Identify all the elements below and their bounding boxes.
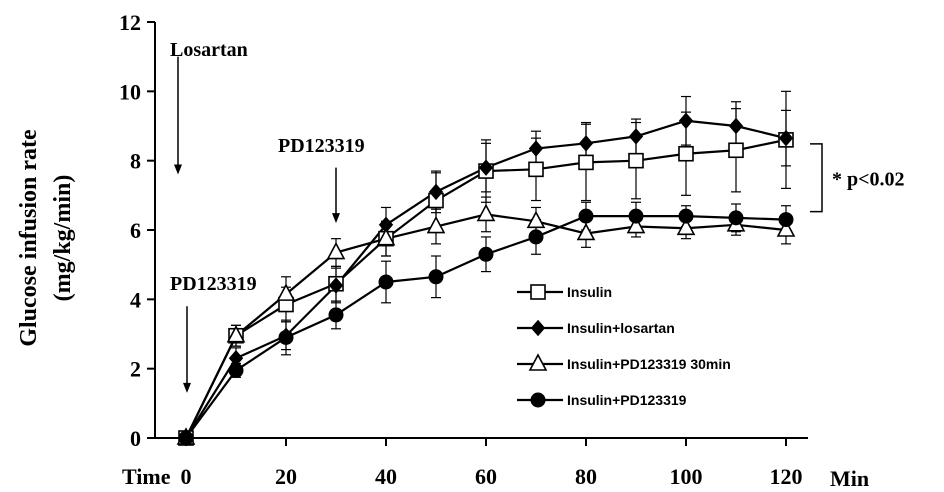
x-tick-label: 60 <box>475 464 497 489</box>
annotations: Losartan PD123319 PD123319 * p<0.02 <box>170 39 905 393</box>
data-point-2 <box>776 219 796 237</box>
x-tick-label: 100 <box>670 464 703 489</box>
y-axis-label-line2: (mg/kg/min) <box>50 175 76 302</box>
series-markers <box>176 112 796 447</box>
y-tick-label: 8 <box>130 149 141 174</box>
data-point-1 <box>628 128 644 145</box>
data-point-3 <box>378 274 394 290</box>
data-point-2 <box>576 222 596 241</box>
legend-label: Insulin+PD123319 <box>567 392 687 408</box>
x-tick-label: 20 <box>275 464 297 489</box>
annotation-label: Losartan <box>170 39 248 61</box>
data-point-3 <box>578 208 594 224</box>
data-point-2 <box>376 227 396 246</box>
data-point-1 <box>678 112 694 130</box>
data-point-2 <box>676 217 696 236</box>
x-tick-label: 80 <box>575 464 597 489</box>
x-axis-label-right: Min <box>830 466 869 491</box>
y-axis-label-line1: Glucose infusion rate <box>16 129 42 347</box>
x-tick-label: 120 <box>770 464 803 489</box>
x-axis-label-left: Time <box>122 464 171 489</box>
data-point-2 <box>276 283 296 301</box>
y-tick-label: 2 <box>130 357 141 382</box>
x-tick-label: 0 <box>181 464 192 489</box>
annotation-label: PD123319 <box>278 135 365 157</box>
legend-label: Insulin+PD123319 30min <box>567 356 731 372</box>
data-point-3 <box>428 269 444 285</box>
data-point-0 <box>528 161 544 178</box>
data-point-0 <box>678 145 694 162</box>
data-point-3 <box>278 329 294 345</box>
annotation-label: PD123319 <box>170 273 257 295</box>
legend-label: Insulin <box>567 284 612 300</box>
data-point-1 <box>778 129 794 147</box>
legend-marker <box>530 284 546 300</box>
data-point-2 <box>476 203 496 222</box>
y-tick-label: 6 <box>130 218 141 243</box>
data-point-0 <box>728 142 744 159</box>
data-point-1 <box>428 183 444 201</box>
data-point-3 <box>678 208 694 224</box>
significance-label: * p<0.02 <box>832 169 905 191</box>
legend: Insulin Insulin+losartan Insulin+PD123319 … <box>517 284 731 408</box>
data-point-3 <box>728 210 744 226</box>
data-point-2 <box>326 241 346 260</box>
data-point-3 <box>478 246 494 262</box>
legend-label: Insulin+losartan <box>567 320 675 336</box>
data-point-2 <box>526 210 546 229</box>
legend-marker <box>528 353 548 371</box>
annotation-arrow-head <box>183 382 191 393</box>
annotation-arrow-head <box>332 213 340 224</box>
y-tick-label: 0 <box>130 426 141 451</box>
y-tick-label: 10 <box>119 79 141 104</box>
legend-marker <box>530 392 546 408</box>
x-tick-label: 40 <box>375 464 397 489</box>
data-point-3 <box>528 229 544 245</box>
data-point-3 <box>328 307 344 323</box>
data-point-1 <box>528 140 544 157</box>
legend-marker <box>530 319 546 337</box>
data-point-2 <box>426 215 446 234</box>
data-point-1 <box>728 117 744 135</box>
data-point-1 <box>578 135 594 152</box>
data-point-3 <box>228 362 244 378</box>
y-tick-label: 4 <box>130 287 141 312</box>
data-point-2 <box>626 215 646 234</box>
significance-bracket <box>810 143 823 213</box>
data-point-0 <box>578 154 594 171</box>
data-point-1 <box>478 159 494 176</box>
data-point-3 <box>778 212 794 228</box>
data-point-0 <box>628 152 644 169</box>
data-point-1 <box>328 277 344 294</box>
data-point-3 <box>628 208 644 224</box>
data-point-2 <box>226 325 246 343</box>
annotation-arrow-head <box>174 164 182 175</box>
y-tick-label: 12 <box>119 10 141 35</box>
data-point-3 <box>178 430 194 446</box>
